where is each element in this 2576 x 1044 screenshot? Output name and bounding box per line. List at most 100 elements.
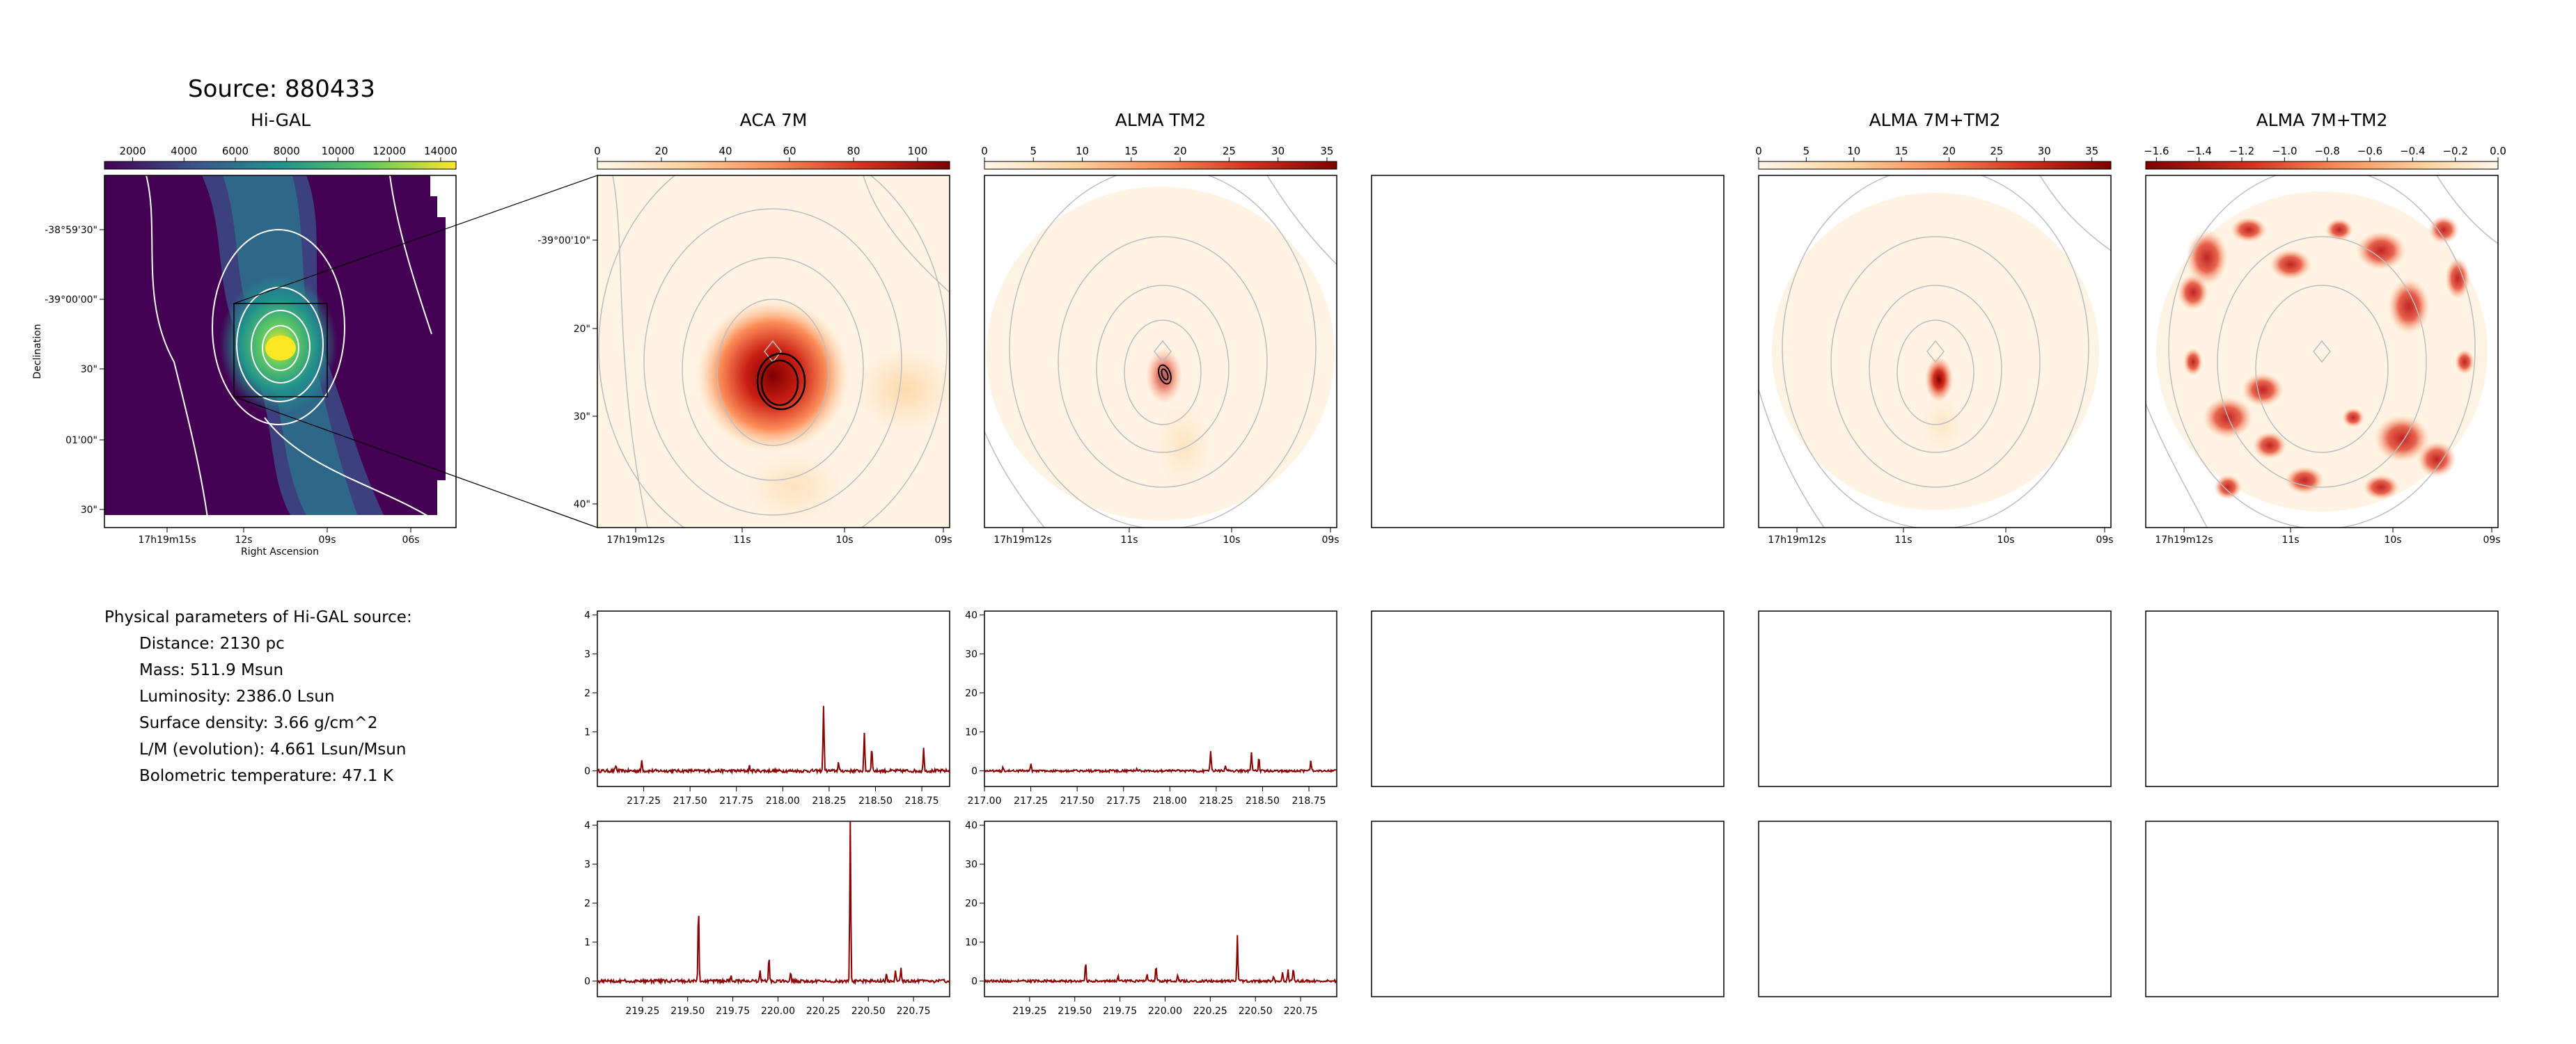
param-surface-density: Surface density: 3.66 g/cm^2 — [139, 714, 378, 732]
colorbar-higal: 2000 4000 6000 8000 10000 12000 14000 — [104, 145, 457, 170]
x-tick-label: 218.50 — [858, 796, 893, 807]
panel-title-7m-tm2: ALMA 7M+TM2 — [1869, 110, 2001, 130]
x-tick-label: 11s — [1894, 535, 1912, 546]
colorbar-tick-label: 20 — [654, 145, 668, 157]
y-tick-label: 3 — [584, 649, 590, 661]
colorbar-tick-label: −0.6 — [2357, 145, 2382, 157]
x-tick-label: 10s — [2384, 535, 2401, 546]
y-tick-label: 0 — [971, 976, 977, 988]
aca7m-frame — [597, 175, 950, 528]
x-tick-label: 217.50 — [1060, 796, 1094, 807]
x-tick-label: 09s — [2483, 535, 2500, 546]
y-tick-label: 0 — [584, 976, 590, 988]
colorbar-aca7m: 0 20 40 60 80 100 — [594, 145, 950, 170]
colorbar-tick-label: −1.6 — [2144, 145, 2169, 157]
colorbar-tick-label: −1.2 — [2229, 145, 2254, 157]
x-tick-label: 09s — [1321, 535, 1339, 546]
x-axis-label: Right Ascension — [241, 546, 319, 557]
colorbar-tm2: 0 5 10 15 20 25 30 35 — [981, 145, 1337, 170]
colorbar-tick-label: 60 — [783, 145, 796, 157]
7m-tm2-alpha-frame — [2145, 175, 2499, 528]
zoom-connector-top — [233, 175, 598, 304]
x-tick-label: 10s — [1223, 535, 1240, 546]
panel-title-higal: Hi-GAL — [250, 110, 311, 130]
x-tick-label: 17h19m12s — [606, 535, 664, 546]
x-tick-label: 219.75 — [1103, 1006, 1137, 1017]
zoom-connector-bottom — [233, 396, 598, 528]
colorbar-tick-label: 30 — [1271, 145, 1285, 157]
colorbar-tick-label: 0.0 — [2490, 145, 2506, 157]
alpha-blob — [2455, 349, 2474, 374]
alpha-blob — [2214, 475, 2242, 500]
param-mass: Mass: 511.9 Msun — [139, 661, 284, 679]
colorbar-tick-label: 35 — [1320, 145, 1333, 157]
x-tick-label: 11s — [1120, 535, 1138, 546]
spectrum-trace — [597, 706, 950, 775]
colorbar-tick-label: 30 — [2038, 145, 2051, 157]
colorbar-tick-label: 0 — [981, 145, 988, 157]
higal-image — [104, 175, 456, 528]
x-tick-label: 218.75 — [1292, 796, 1326, 807]
7m-tm2-frame — [1758, 175, 2112, 528]
param-bolometric-temperature: Bolometric temperature: 47.1 K — [139, 767, 393, 785]
y-tick-label: 30" — [81, 505, 97, 516]
physical-heading: Physical parameters of Hi-GAL source: — [104, 608, 412, 626]
alpha-blob — [2388, 278, 2430, 334]
x-tick-label: 220.75 — [897, 1006, 931, 1017]
x-tick-label: 09s — [934, 535, 952, 546]
colorbar-tick-label: −0.4 — [2400, 145, 2425, 157]
colorbar-tick-label: 10000 — [322, 145, 355, 157]
colorbar-tick-label: 25 — [1990, 145, 2003, 157]
x-tick-label: 219.25 — [1012, 1006, 1046, 1017]
panel-title-aca7m: ACA 7M — [739, 110, 808, 130]
colorbar-tick-label: 2000 — [119, 145, 146, 157]
x-tick-label: 220.75 — [1284, 1006, 1318, 1017]
empty-panel-top — [1371, 175, 1725, 528]
empty-spectrum-r2c3 — [1371, 821, 1725, 997]
x-tick-label: 217.25 — [1014, 796, 1048, 807]
alpha-blob — [2178, 274, 2208, 310]
alpha-blob — [2325, 219, 2353, 241]
alpha-blob — [2270, 249, 2311, 280]
x-tick-label: 217.25 — [627, 796, 661, 807]
y-tick-label: 30" — [574, 411, 590, 422]
y-tick-label: 20 — [965, 688, 977, 699]
y-tick-label: 30 — [965, 649, 977, 661]
spectrum-trace — [597, 821, 950, 986]
source-title: Source: 880433 — [188, 75, 375, 103]
spectrum-trace — [984, 751, 1337, 775]
colorbar-tick-label: 25 — [1223, 145, 1236, 157]
x-tick-label: 11s — [733, 535, 751, 546]
x-tick-label: 220.50 — [851, 1006, 886, 1017]
y-tick-label: 0 — [584, 766, 590, 777]
x-tick-label: 09s — [2096, 535, 2113, 546]
colorbar-7m-tm2: 0 5 10 15 20 25 30 35 — [1755, 145, 2112, 170]
spectrum-aca-1-frame — [597, 610, 950, 787]
y-tick-label: 2 — [584, 688, 590, 699]
colorbar-tick-label: 8000 — [274, 145, 300, 157]
x-tick-label: 220.25 — [806, 1006, 840, 1017]
alpha-blob — [2231, 217, 2267, 242]
x-tick-label: 17h19m15s — [138, 535, 196, 546]
y-tick-label: 1 — [584, 727, 590, 738]
alpha-blob — [2242, 373, 2284, 406]
x-tick-label: 217.50 — [673, 796, 707, 807]
param-distance: Distance: 2130 pc — [139, 635, 285, 653]
x-tick-label: 218.25 — [1199, 796, 1233, 807]
empty-spectrum-r1c4 — [1758, 610, 2112, 787]
colorbar-tick-label: 15 — [1895, 145, 1908, 157]
y-tick-label: 10 — [965, 938, 977, 949]
alpha-blob — [2428, 216, 2459, 244]
y-tick-label: 4 — [584, 610, 590, 622]
x-tick-label: 220.00 — [761, 1006, 795, 1017]
empty-spectrum-r2c4 — [1758, 821, 2112, 997]
x-tick-label: 10s — [1997, 535, 2014, 546]
colorbar-tick-label: 6000 — [222, 145, 249, 157]
y-tick-label: -39°00'00" — [45, 294, 97, 306]
colorbar-tick-label: 15 — [1124, 145, 1138, 157]
y-tick-label: -39°00'10" — [537, 235, 590, 246]
x-tick-label: 17h19m12s — [1768, 535, 1825, 546]
7m-tm2-alpha-image — [2146, 175, 2498, 528]
colorbar-tick-label: 100 — [908, 145, 928, 157]
